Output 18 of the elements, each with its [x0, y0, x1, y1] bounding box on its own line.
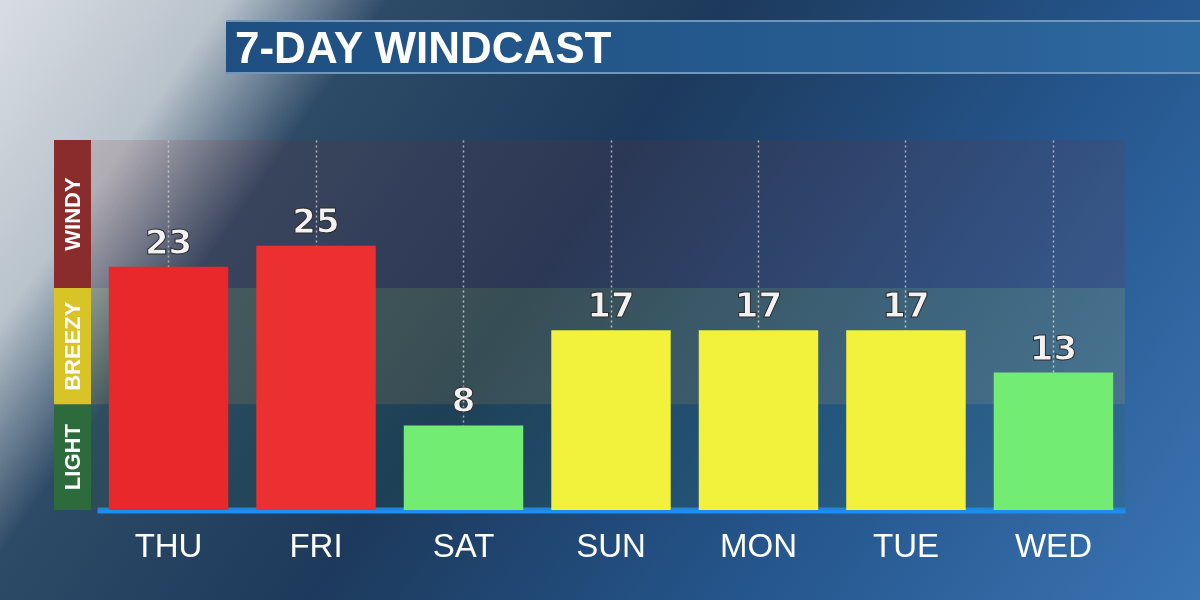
- data-label: 13: [1029, 327, 1078, 368]
- data-label: 25: [292, 200, 340, 241]
- x-tick-label: TUE: [872, 526, 939, 564]
- data-label: 17: [587, 285, 635, 326]
- chart-title: 7-DAY WINDCAST: [235, 23, 612, 73]
- x-tick-label: SUN: [576, 526, 646, 564]
- data-label: 17: [882, 285, 930, 326]
- x-tick-label: MON: [719, 526, 797, 564]
- band-label: WINDY: [59, 177, 85, 251]
- band-label: BREEZY: [59, 301, 85, 391]
- data-label: 23: [144, 221, 193, 262]
- data-label: 8: [451, 380, 476, 421]
- band-label: LIGHT: [59, 423, 85, 491]
- x-tick-label: WED: [1014, 526, 1092, 564]
- data-label: 17: [734, 285, 783, 326]
- x-tick-label: SAT: [432, 526, 495, 564]
- x-tick-label: THU: [134, 526, 203, 564]
- x-tick-label: FRI: [289, 526, 343, 564]
